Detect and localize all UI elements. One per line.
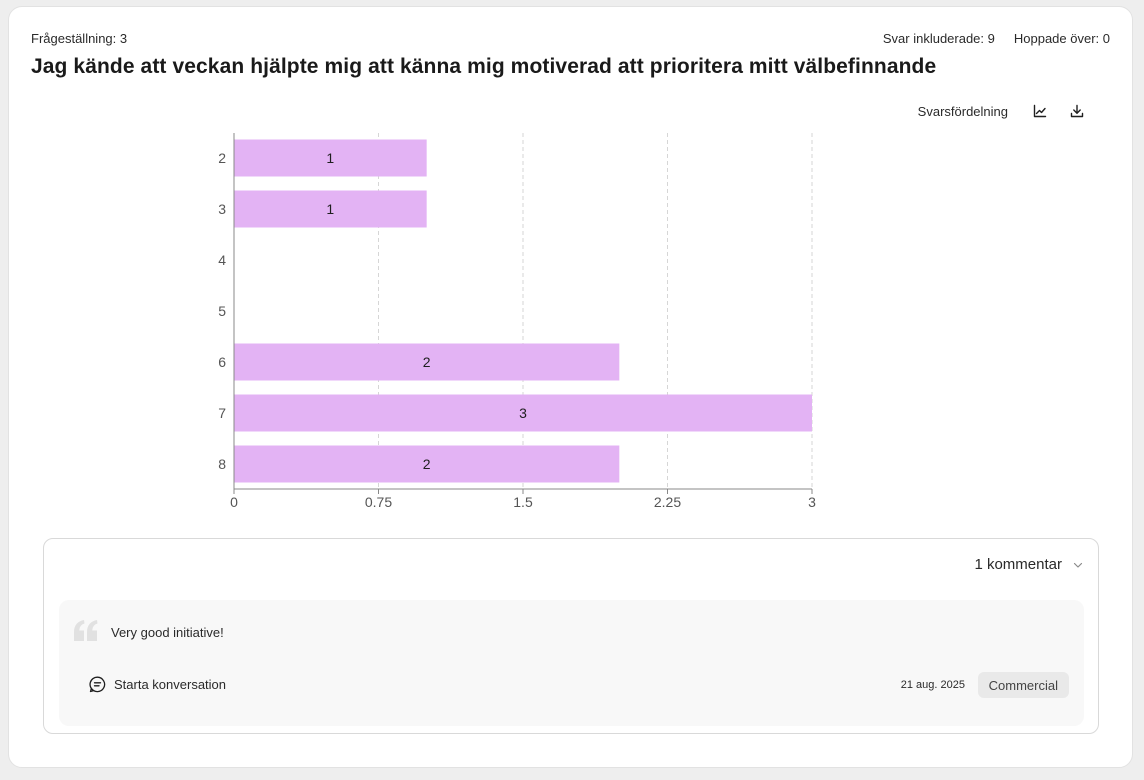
line-chart-icon[interactable] [1030, 101, 1050, 121]
chart-mode-label[interactable]: Svarsfördelning [917, 103, 1008, 119]
y-tick-label-2: 2 [218, 150, 226, 166]
skipped-count: Hoppade över: 0 [1013, 31, 1110, 46]
y-tick-label-6: 6 [218, 354, 226, 370]
bar-label-2: 1 [326, 150, 334, 166]
y-tick-label-5: 5 [218, 303, 226, 319]
x-tick-label-2: 1.5 [513, 494, 533, 510]
y-tick-label-3: 3 [218, 201, 226, 217]
quote-icon [74, 620, 98, 641]
x-tick-label-0: 0 [230, 494, 238, 510]
comment-date: 21 aug. 2025 [900, 679, 965, 691]
bar-7 [234, 394, 812, 432]
x-tick-label-4: 3 [808, 494, 816, 510]
x-tick-label-3: 2.25 [654, 494, 681, 510]
segment-badge: Commercial [977, 672, 1069, 698]
bar-label-7: 3 [519, 405, 527, 421]
comments-toggle[interactable]: 1 kommentar [974, 556, 1084, 573]
chart-toolbar: Svarsfördelning [918, 99, 1087, 123]
y-tick-label-8: 8 [218, 456, 226, 472]
bar-label-8: 2 [423, 456, 431, 472]
start-conversation-button[interactable]: Starta konversation [89, 676, 226, 693]
response-stats: Svar inkluderade: 9 Hoppade över: 0 [883, 31, 1110, 46]
start-conversation-label: Starta konversation [114, 677, 227, 692]
x-tick-label-1: 0.75 [365, 494, 392, 510]
y-tick-label-4: 4 [218, 252, 226, 268]
comments-count: 1 kommentar [974, 556, 1062, 573]
response-distribution-chart: 1 2 1 3 4 5 2 6 3 7 2 8 0 0.75 1.5 2.25 3 [218, 133, 816, 510]
question-card: Frågeställning: 3 Svar inkluderade: 9 Ho… [8, 6, 1133, 768]
comment-item: Very good initiative! Starta konversatio… [59, 600, 1084, 726]
bar-3 [234, 190, 427, 228]
comments-panel: 1 kommentar Very good initiative! Starta… [43, 538, 1099, 734]
chevron-down-icon [1073, 562, 1083, 568]
question-number: Frågeställning: 3 [31, 31, 128, 46]
bar-6 [234, 343, 620, 381]
bar-label-6: 2 [423, 354, 431, 370]
bar-label-3: 1 [326, 201, 334, 217]
download-icon[interactable] [1067, 101, 1087, 121]
comment-text: Very good initiative! [111, 625, 224, 640]
y-tick-label-7: 7 [218, 405, 226, 421]
chat-bubble-icon [89, 676, 106, 693]
responses-included: Svar inkluderade: 9 [882, 31, 995, 46]
question-title: Jag kände att veckan hjälpte mig att kän… [31, 55, 937, 78]
bar-2 [234, 139, 427, 177]
bar-8 [234, 445, 620, 483]
